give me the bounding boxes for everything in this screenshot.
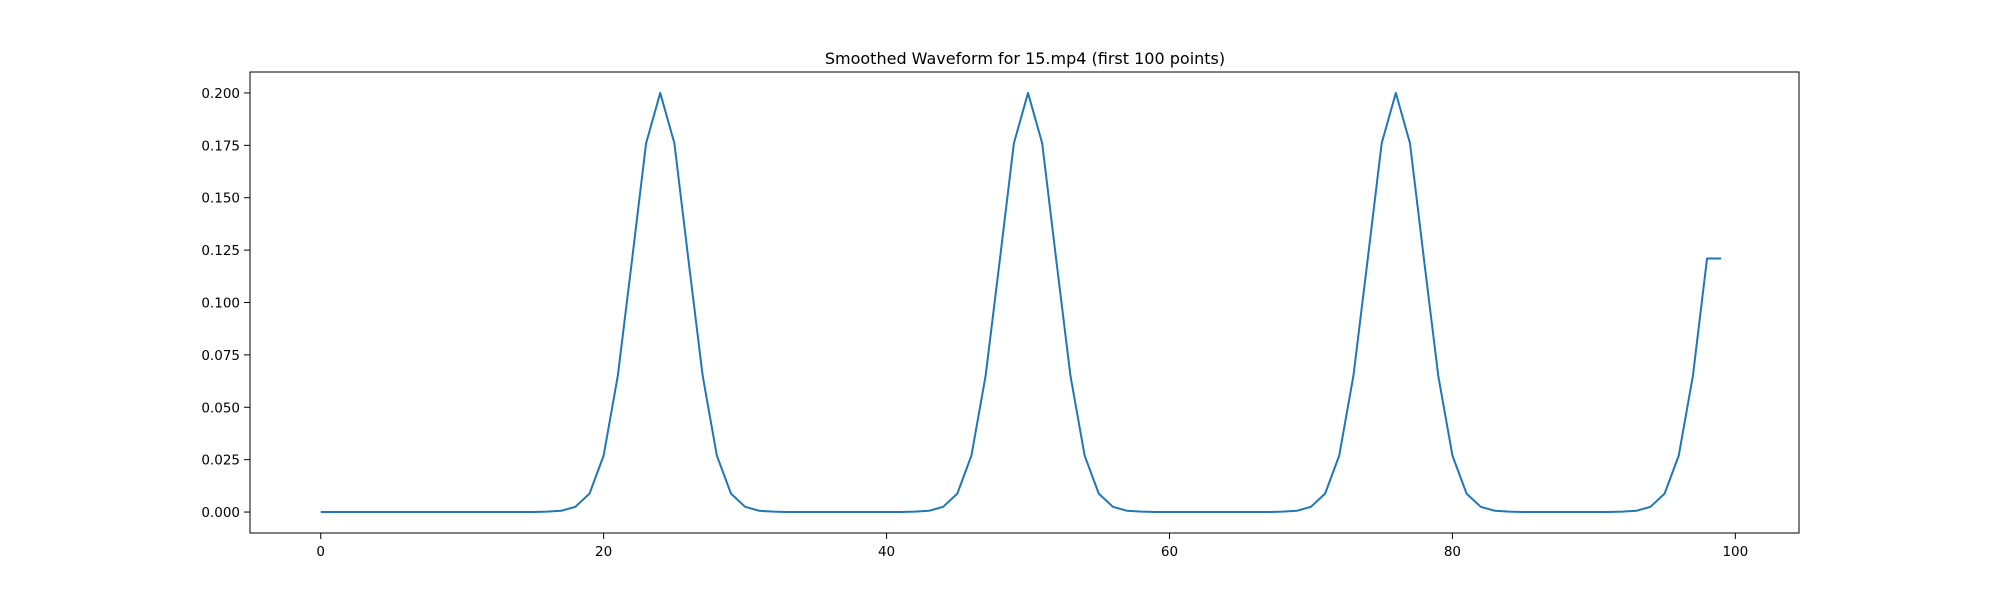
plot-area-frame [249,71,1800,534]
x-tick-label: 80 [1444,544,1461,560]
y-tick-label: 0.000 [201,505,240,521]
waveform-series-line [320,91,1722,514]
x-tick-label: 100 [1722,544,1748,560]
x-tick-label: 40 [878,544,895,560]
x-tick-label: 0 [316,544,325,560]
x-tick-label: 20 [595,544,612,560]
y-tick-label: 0.075 [201,348,240,364]
y-axis-ticks: 0.000 0.025 0.050 0.075 0.100 0.125 0.150 0.175… [201,86,250,521]
y-tick-label: 0.050 [201,400,240,416]
y-tick-label: 0.100 [201,296,240,312]
y-tick-label: 0.150 [201,191,240,207]
x-tick-label: 60 [1161,544,1178,560]
y-tick-label: 0.200 [201,86,240,102]
y-tick-label: 0.125 [201,243,240,259]
x-axis-ticks: 0 20 40 60 80 100 [316,533,1748,560]
y-tick-label: 0.025 [201,453,240,469]
y-tick-label: 0.175 [201,138,240,154]
chart-title: Smoothed Waveform for 15.mp4 (first 100 … [825,49,1225,68]
